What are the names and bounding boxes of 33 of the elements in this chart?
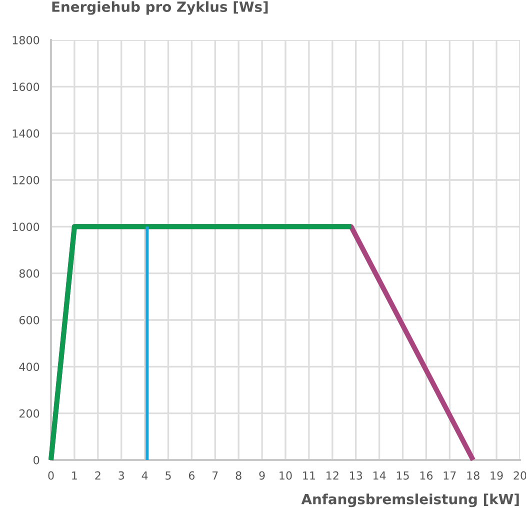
y-tick-label: 1800 <box>12 36 40 44</box>
y-tick-label: 800 <box>19 269 40 278</box>
x-tick-label: 6 <box>188 471 195 480</box>
y-tick-label: 200 <box>19 409 40 418</box>
x-tick-label: 5 <box>166 471 171 480</box>
y-tick-label: 1000 <box>12 222 40 232</box>
x-tick-label: 19 <box>490 471 503 480</box>
y-tick-label: 400 <box>19 362 40 372</box>
x-tick-label: 0 <box>48 471 54 480</box>
y-tick-label: 1600 <box>12 82 40 92</box>
y-tick-label: 1200 <box>12 176 40 184</box>
x-tick-label: 14 <box>373 471 386 480</box>
y-tick-label: 0 <box>34 456 40 464</box>
y-tick-label: 1400 <box>12 129 40 138</box>
x-tick-label: 15 <box>396 471 409 480</box>
x-tick-label: 2 <box>95 471 100 480</box>
x-axis-title: Anfangsbremsleistung [kW] <box>301 494 519 508</box>
y-axis-title: Energiehub pro Zyklus [Ws] <box>52 1 268 15</box>
x-tick-label: 12 <box>326 471 338 480</box>
x-tick-label: 11 <box>303 471 315 480</box>
x-tick-label: 13 <box>350 471 362 480</box>
x-tick-label: 8 <box>236 471 242 480</box>
x-tick-label: 20 <box>514 471 526 480</box>
x-tick-label: 7 <box>212 471 218 480</box>
x-tick-label: 4 <box>142 471 148 480</box>
x-tick-label: 3 <box>118 471 124 480</box>
x-tick-label: 16 <box>420 471 433 480</box>
x-tick-label: 17 <box>444 471 456 480</box>
x-tick-label: 10 <box>280 471 292 480</box>
x-tick-label: 1 <box>72 471 77 480</box>
y-tick-label: 600 <box>19 316 40 324</box>
x-tick-label: 18 <box>467 471 480 480</box>
x-tick-label: 9 <box>259 471 265 480</box>
